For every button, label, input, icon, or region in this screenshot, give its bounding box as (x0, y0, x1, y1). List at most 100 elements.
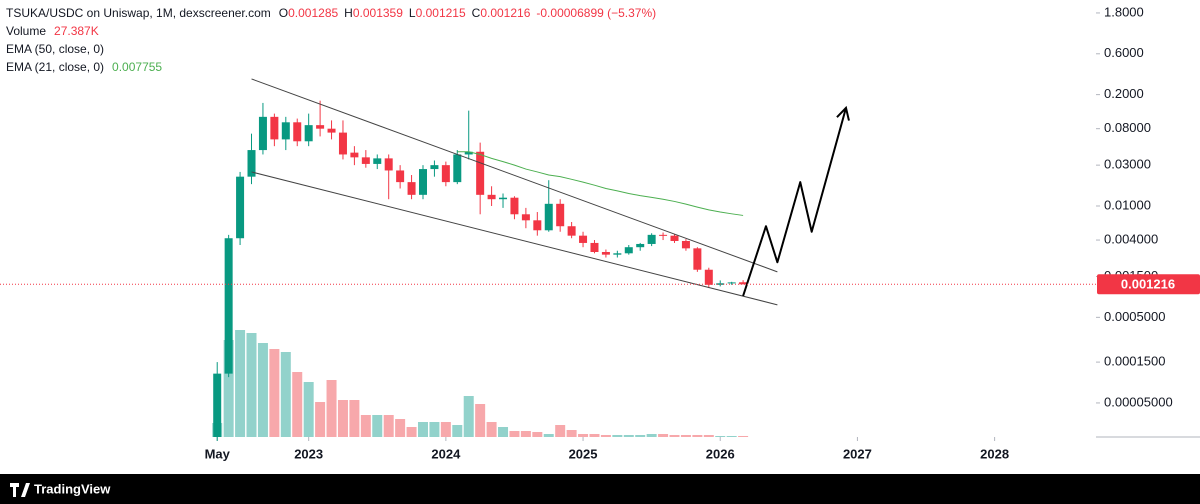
candle-body (281, 122, 290, 140)
arrow-head (836, 105, 850, 121)
candle-body (373, 158, 382, 164)
candle-body (727, 282, 736, 284)
ohlc-value: 0.001216 (480, 6, 530, 20)
volume-bar (440, 422, 451, 437)
candle-body (418, 169, 427, 195)
ohlc-key: H (344, 6, 353, 20)
ema21-label: EMA (21, close, 0) (6, 60, 104, 74)
candle-body (384, 158, 393, 171)
y-tick-label: 0.0005000 (1104, 309, 1165, 324)
candle-body (441, 165, 450, 183)
y-tick-label: 0.03000 (1104, 157, 1151, 172)
candle-body (304, 125, 313, 142)
volume-bar (738, 435, 749, 437)
y-tick-label: 0.004000 (1104, 231, 1158, 246)
volume-bar (532, 432, 543, 437)
volume-bar (680, 435, 691, 437)
volume-bar (463, 396, 474, 437)
volume-bar (578, 434, 589, 437)
candle-body (544, 203, 553, 231)
candle-body (258, 116, 267, 151)
volume-bar (486, 422, 497, 437)
volume-value: 27.387K (54, 24, 99, 38)
change: -0.00006899 (−5.37%) (536, 6, 656, 20)
x-tick-label: 2025 (569, 446, 598, 461)
volume-bar (612, 435, 623, 437)
volume-bar (303, 382, 314, 437)
symbol: TSUKA/USDC on Uniswap, 1M, dexscreener.c… (6, 6, 271, 20)
candle-body (647, 234, 656, 244)
volume-bar (292, 372, 303, 437)
y-tick-label: 0.08000 (1104, 120, 1151, 135)
tv-logo (10, 483, 30, 497)
volume-bar (315, 402, 326, 437)
volume-bar (235, 330, 246, 437)
ohlc-key: C (472, 6, 481, 20)
candle-body (739, 282, 748, 285)
candle-body (270, 116, 279, 140)
volume-label: Volume (6, 24, 46, 38)
volume-bar (589, 434, 600, 437)
x-tick-label: 2027 (843, 446, 872, 461)
x-tick-label: May (205, 446, 231, 461)
volume-bar (452, 425, 463, 437)
volume-bar (349, 400, 360, 437)
volume-bar (326, 380, 337, 437)
ohlc-value: 0.001215 (416, 6, 466, 20)
volume-bar (509, 431, 520, 437)
volume-bar (692, 435, 703, 437)
candle-body (327, 128, 336, 133)
ohlc-value: 0.001285 (288, 6, 338, 20)
branding: TradingView (34, 481, 111, 496)
candle-body (316, 125, 325, 129)
y-tick-label: 0.00005000 (1104, 394, 1173, 409)
candle-body (350, 152, 359, 158)
ema21-line (457, 151, 744, 216)
candle-body (659, 234, 668, 236)
volume-bar (669, 435, 680, 437)
legend-symbol: TSUKA/USDC on Uniswap, 1M, dexscreener.c… (6, 6, 656, 20)
volume-bar (715, 436, 726, 437)
chart-background (0, 0, 1200, 474)
ema21-value: 0.007755 (112, 60, 162, 74)
volume-bar (520, 431, 531, 437)
y-tick-label: 0.01000 (1104, 197, 1151, 212)
volume-bar (395, 419, 406, 437)
candle-body (487, 194, 496, 200)
volume-bar (280, 352, 291, 437)
legend-volume: Volume 27.387K (6, 24, 99, 38)
candle-body (236, 176, 245, 239)
volume-bar (417, 422, 428, 437)
y-tick-label: 0.0001500 (1104, 354, 1165, 369)
ohlc-value: 0.001359 (353, 6, 403, 20)
volume-bar (337, 400, 348, 437)
candle-body (361, 157, 370, 164)
volume-bar (383, 415, 394, 437)
volume-bar (635, 435, 646, 437)
candle-body (224, 238, 233, 374)
candle-body (453, 154, 462, 183)
candle-body (430, 165, 439, 170)
legend-ema21: EMA (21, close, 0) 0.007755 (6, 60, 162, 74)
candle-body (636, 243, 645, 248)
volume-bar (257, 343, 268, 437)
volume-bar (646, 434, 657, 437)
candle-body (510, 197, 519, 215)
volume-bar (406, 427, 417, 437)
projection-arrow (742, 107, 847, 297)
volume-bar (623, 435, 634, 437)
volume-bar (269, 349, 280, 437)
x-tick-label: 2026 (706, 446, 735, 461)
y-tick-label: 0.2000 (1104, 86, 1144, 101)
volume-bar (475, 404, 486, 437)
candle-body (407, 182, 416, 195)
candle-body (247, 150, 256, 177)
candle-body (293, 122, 302, 142)
trend-line (251, 171, 778, 306)
x-tick-label: 2024 (431, 446, 461, 461)
candle-body (681, 240, 690, 249)
last-price-label: 0.001216 (1121, 277, 1175, 292)
candle-body (567, 226, 576, 236)
candle-body (624, 247, 633, 254)
